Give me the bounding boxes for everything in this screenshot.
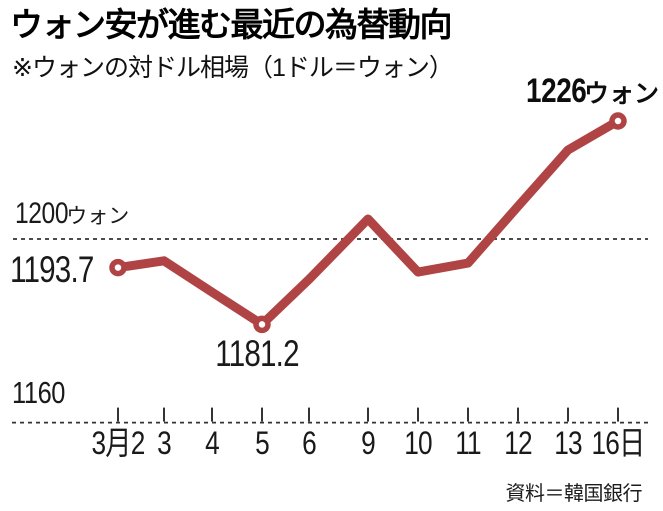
data-point-marker xyxy=(253,315,271,334)
reference-line-unit: ウォン xyxy=(66,205,130,228)
data-source-credit: 資料＝韓国銀行 xyxy=(505,483,643,505)
reference-line-label: 1200ウォン xyxy=(15,199,129,229)
min-point-label: 1181.2 xyxy=(215,333,299,374)
x-axis-label: 10 xyxy=(404,425,432,461)
x-axis-label: 11 xyxy=(455,425,481,461)
x-axis-label: 3月2 xyxy=(91,425,146,461)
x-axis-label: 6 xyxy=(302,425,317,461)
x-axis-label: 5 xyxy=(255,425,270,461)
data-point-marker xyxy=(109,258,127,277)
x-axis-label: 13 xyxy=(554,425,582,461)
end-point-label: 1226ウォン xyxy=(526,74,659,108)
end-point-unit: ウォン xyxy=(583,80,659,108)
x-axis-label: 3 xyxy=(157,425,172,461)
x-axis-label: 16日 xyxy=(591,425,646,461)
reference-line-value: 1200 xyxy=(15,197,69,230)
x-axis-label: 12 xyxy=(504,425,532,461)
chart-title: ウォン安が進む最近の為替動向 xyxy=(10,6,453,43)
data-point-marker xyxy=(609,112,627,130)
x-axis-label: 4 xyxy=(205,425,220,461)
start-point-label: 1193.7 xyxy=(10,249,94,290)
end-point-value: 1226 xyxy=(525,72,587,110)
exchange-rate-line xyxy=(113,116,623,329)
baseline-axis-label: 1160 xyxy=(12,375,66,410)
x-axis-label: 9 xyxy=(361,425,376,461)
chart-subtitle: ※ウォンの対ドル相場（1ドル＝ウォン） xyxy=(12,54,454,82)
